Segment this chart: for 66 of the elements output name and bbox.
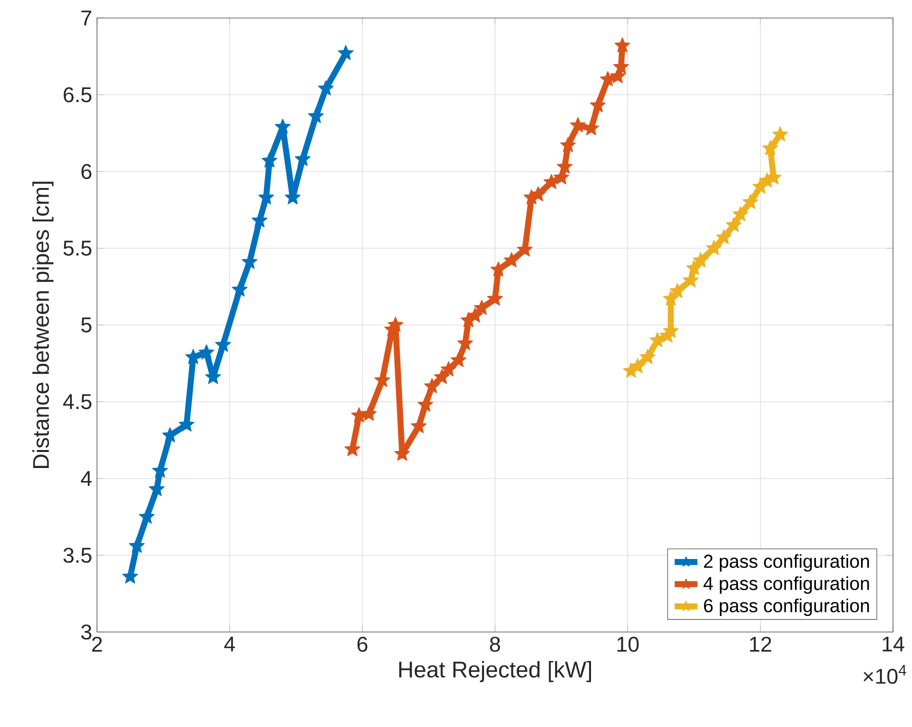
point [530,186,546,202]
point [232,281,248,296]
point [630,358,646,374]
point [553,169,570,184]
point [686,260,702,276]
point [417,396,434,412]
y-tick-label: 4.5 [63,394,92,410]
point [308,108,324,124]
point [215,336,231,352]
point [198,344,214,360]
text: ×10$^{4}$ [864,665,906,684]
y-tick-label: 6.5 [64,87,92,102]
point [504,252,520,268]
point [338,44,354,60]
y-tick-label: 4 [80,471,92,486]
point [706,240,722,256]
point [434,368,450,384]
point [274,118,291,134]
point [388,316,404,332]
y-tick-label: 6 [82,164,92,180]
point [772,126,788,142]
point [590,97,606,112]
x-tick-label: 2 [92,636,102,652]
y-tick-label: 7 [82,10,92,26]
point [410,418,427,434]
x-tick-label: 12 [750,636,772,652]
point [294,150,311,166]
point [614,37,630,52]
point [732,206,748,222]
point [128,538,145,553]
x-tick-label: 8 [490,636,500,652]
legend-label: 2 pass configuration [704,554,869,572]
y-tick-label: 3.5 [63,548,92,563]
point [560,137,576,152]
point [662,290,679,306]
point [252,212,268,228]
point [490,261,506,277]
x-tick-label: 10 [617,636,639,652]
point [467,307,484,323]
x-tick-label: 14 [882,636,904,652]
y-tick-label: 5 [81,318,92,332]
x-tick-label: 6 [357,636,368,652]
x-tick-label: 4 [224,636,235,652]
point [361,406,377,421]
point [424,378,440,394]
point [162,427,178,442]
y-tick-label: 3 [81,624,92,640]
legend-label: 4 pass configuration [704,576,869,594]
point [726,216,742,232]
point [262,152,278,168]
point [570,117,586,132]
point [762,140,778,156]
y-axis-title: Distance between pipes [cm] [32,182,54,468]
point [692,252,709,268]
point [138,508,155,524]
point [450,352,466,368]
x-axis-title: Heat Rejected [kW] [399,660,591,682]
point [474,300,490,315]
point [640,348,656,364]
y-tick-label: 5.5 [63,240,92,256]
point [440,361,457,376]
legend-label: 6 pass configuration [704,598,869,616]
point [742,194,758,209]
point [669,282,686,298]
point [318,80,334,96]
point [716,229,732,244]
